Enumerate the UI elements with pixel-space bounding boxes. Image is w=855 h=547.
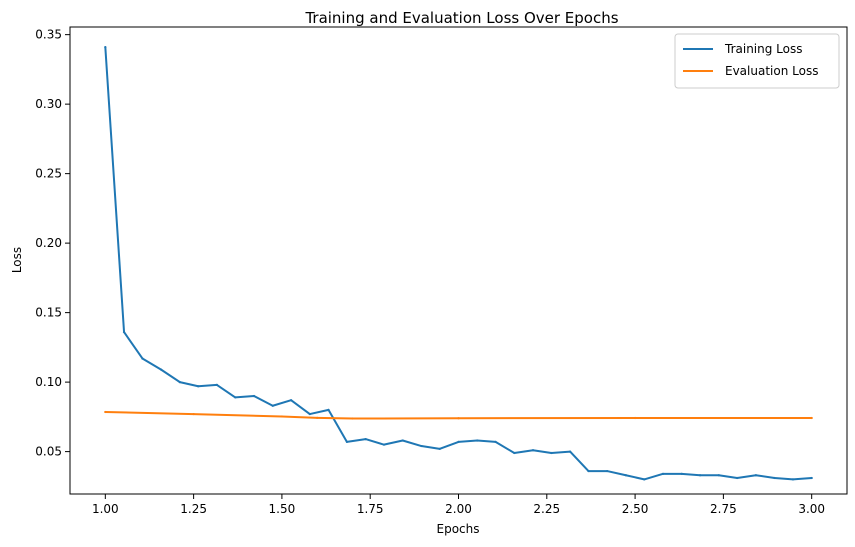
evaluation-loss-point-5 [457,417,460,420]
training-loss-point-4 [178,381,181,384]
y-tick-label: 0.35 [35,28,62,42]
x-axis-label: Epochs [437,522,480,536]
evaluation-loss-point-0 [104,410,107,414]
legend-training-loss-label: Training Loss [724,42,802,56]
x-tick-label: 1.25 [180,502,207,516]
x-tick-label: 1.75 [357,502,384,516]
evaluation-loss-point-1 [192,412,195,416]
training-loss-point-12 [327,408,330,412]
legend-box [674,33,840,89]
series-layer [104,46,813,481]
training-loss-point-18 [438,447,441,450]
training-loss-point-10 [289,399,293,402]
training-loss-point-26 [587,469,590,473]
evaluation-loss-point-3 [316,416,319,419]
x-tick-label: 1.00 [92,502,119,516]
training-loss-point-9 [271,404,274,407]
training-loss-point-8 [252,394,256,398]
y-tick-label: 0.05 [35,445,62,459]
training-loss-point-33 [717,474,720,477]
chart-title: Training and Evaluation Loss Over Epochs [304,9,618,27]
y-tick-label: 0.15 [35,306,62,320]
x-tick-label: 2.75 [710,502,737,516]
y-axis-label: Loss [10,247,24,273]
training-loss-point-11 [308,412,311,416]
legend: Training Loss Evaluation Loss [674,33,840,89]
training-loss-point-2 [141,357,144,360]
training-loss-point-23 [531,449,535,452]
training-loss-point-0 [104,46,107,49]
training-loss-point-34 [736,476,739,480]
training-loss-point-31 [680,472,683,475]
y-tick-label: 0.20 [35,236,62,250]
x-tick-label: 1.50 [269,502,296,516]
training-loss-point-3 [160,368,163,371]
training-loss-point-37 [791,478,795,481]
plot-area [69,26,848,495]
x-tick-label: 2.00 [445,502,472,516]
training-loss-point-24 [550,451,553,455]
training-loss-point-36 [773,476,776,480]
training-loss-point-38 [810,476,813,480]
training-loss-point-5 [197,385,200,388]
training-loss-point-1 [122,330,126,334]
training-loss-point-15 [382,443,386,446]
legend-evaluation-loss-label: Evaluation Loss [725,64,818,78]
evaluation-loss-series-line [104,411,813,420]
x-tick-label: 2.25 [533,502,560,516]
y-axis: 0.05 0.10 0.15 0.20 0.25 0.30 0.35 [35,28,70,459]
y-tick-label: 0.10 [35,375,62,389]
training-loss-point-20 [476,439,479,442]
x-tick-label: 3.00 [798,502,825,516]
training-loss-point-30 [661,472,665,475]
evaluation-loss-point-7 [810,416,813,420]
training-loss-point-13 [345,440,348,443]
training-loss-point-25 [569,450,572,453]
training-loss-point-35 [754,474,757,477]
y-tick-label: 0.30 [35,97,62,111]
evaluation-loss-point-2 [280,415,284,418]
training-loss-point-28 [624,474,628,477]
training-loss-point-29 [643,478,646,481]
evaluation-loss-point-6 [633,416,637,420]
training-loss-point-22 [513,451,516,455]
evaluation-loss-point-4 [351,417,354,420]
training-loss-point-17 [420,444,423,448]
plot-frame [69,26,848,495]
training-loss-point-14 [364,437,367,441]
y-tick-label: 0.25 [35,167,62,181]
x-axis: 1.00 1.25 1.50 1.75 2.00 2.25 2.50 2.75 3.00 [92,494,825,516]
training-loss-point-21 [494,440,497,443]
training-loss-point-27 [606,469,609,473]
training-loss-point-6 [215,383,219,386]
training-loss-point-19 [457,440,460,443]
x-tick-label: 2.50 [622,502,649,516]
training-loss-point-7 [234,396,237,399]
training-loss-point-32 [698,474,702,477]
training-loss-point-16 [401,439,404,442]
